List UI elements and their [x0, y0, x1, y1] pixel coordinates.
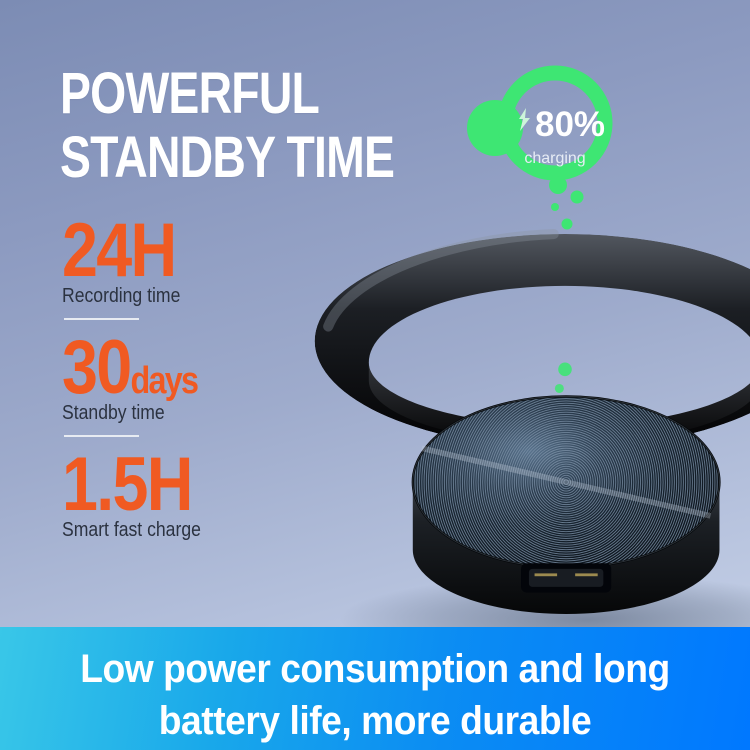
svg-text:80%: 80% [535, 105, 605, 144]
svg-text:charging: charging [524, 150, 585, 167]
